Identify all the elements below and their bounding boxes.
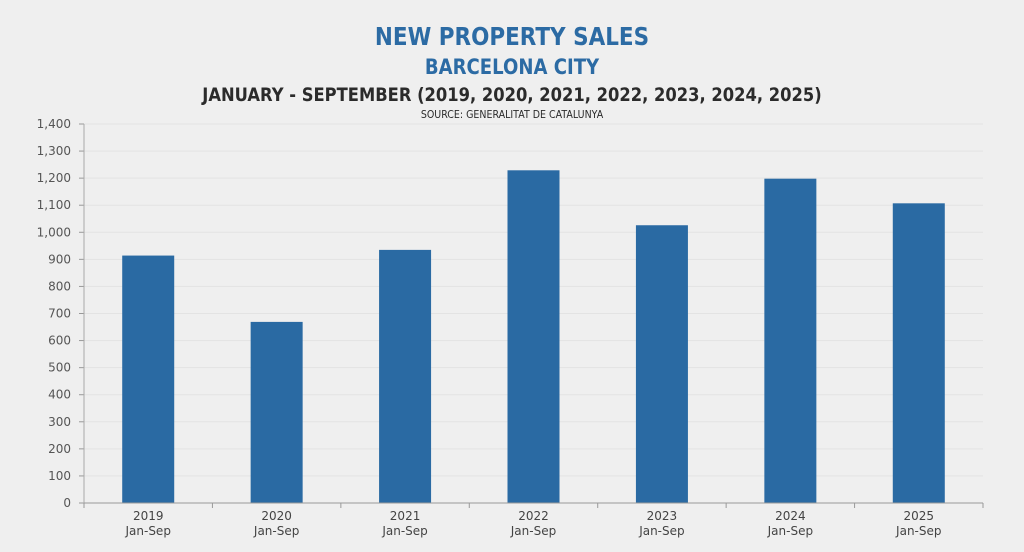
x-tick-label-period: Jan-Sep bbox=[253, 524, 299, 538]
x-axis-labels: 2019Jan-Sep2020Jan-Sep2021Jan-Sep2022Jan… bbox=[124, 509, 941, 538]
bar-2022 bbox=[507, 170, 560, 503]
y-axis-labels: 0 100 200 300 400 500 600 700 800 900 1,000 1,100 1,… bbox=[37, 117, 71, 510]
y-tick-label: 1,000 bbox=[37, 225, 71, 239]
x-tick-label-period: Jan-Sep bbox=[510, 524, 556, 538]
bar-2020 bbox=[250, 321, 303, 503]
y-tick-label: 0 bbox=[63, 496, 71, 510]
y-tick-label: 300 bbox=[48, 415, 71, 429]
y-tick-label: 200 bbox=[48, 442, 71, 456]
bar-2021 bbox=[379, 249, 432, 503]
bars bbox=[122, 170, 945, 504]
bar-2019 bbox=[122, 255, 175, 503]
axes bbox=[79, 123, 984, 508]
bar-2025 bbox=[892, 203, 945, 504]
y-tick-label: 1,400 bbox=[37, 117, 71, 131]
y-tick-label: 1,300 bbox=[37, 144, 71, 158]
y-tick-label: 600 bbox=[48, 334, 71, 348]
x-tick-label-period: Jan-Sep bbox=[638, 524, 684, 538]
x-tick-label-year: 2023 bbox=[647, 509, 678, 523]
y-tick-label: 1,200 bbox=[37, 171, 71, 185]
x-tick-label-period: Jan-Sep bbox=[381, 524, 427, 538]
y-tick-label: 500 bbox=[48, 361, 71, 375]
chart-title: NEW PROPERTY SALES bbox=[374, 22, 650, 51]
y-tick-label: 400 bbox=[48, 388, 71, 402]
x-tick-label-year: 2024 bbox=[775, 509, 806, 523]
x-tick-label-year: 2019 bbox=[133, 509, 164, 523]
x-tick-label-period: Jan-Sep bbox=[767, 524, 813, 538]
chart-source: SOURCE: GENERALITAT DE CATALUNYA bbox=[420, 108, 604, 121]
x-tick-label-period: Jan-Sep bbox=[124, 524, 170, 538]
x-tick-label-year: 2021 bbox=[390, 509, 421, 523]
x-tick-label-period: Jan-Sep bbox=[895, 524, 941, 538]
bar-2024 bbox=[764, 178, 817, 504]
y-tick-label: 900 bbox=[48, 252, 71, 266]
x-tick-label-year: 2025 bbox=[904, 509, 935, 523]
x-tick-label-year: 2022 bbox=[518, 509, 549, 523]
y-tick-label: 1,100 bbox=[37, 198, 71, 212]
chart-subtitle: BARCELONA CITY bbox=[424, 55, 600, 79]
y-tick-label: 700 bbox=[48, 307, 71, 321]
y-tick-label: 800 bbox=[48, 279, 71, 293]
x-tick-label-year: 2020 bbox=[261, 509, 292, 523]
chart-period: JANUARY - SEPTEMBER (2019, 2020, 2021, 2… bbox=[202, 84, 822, 106]
y-tick-label: 100 bbox=[48, 469, 71, 483]
bar-2023 bbox=[635, 225, 688, 504]
